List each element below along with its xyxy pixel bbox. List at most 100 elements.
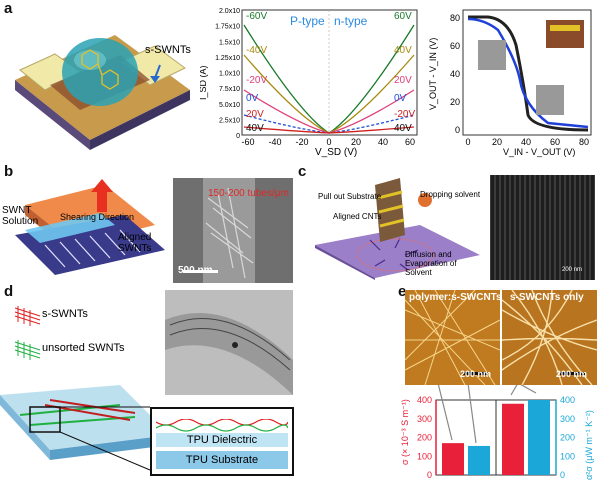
iv-left-curve-label: 0V xyxy=(246,93,259,104)
e-left-tick: 100 xyxy=(417,451,432,461)
inverter-ylabel: V_OUT - V_IN (V) xyxy=(428,38,438,110)
iv-ytick: 7.5x10 xyxy=(219,86,240,93)
iv-chart: -60V -40V -20V 0V 20V 60V 40V 20V 0V -20V 40V 40V 0… xyxy=(200,8,418,158)
swnt-solution-label: SWNT Solution xyxy=(2,205,39,227)
sem-image-b xyxy=(173,178,293,283)
e-right-tick: 0 xyxy=(560,470,565,480)
pull-out-label: Pull out Substrate xyxy=(318,192,382,201)
inverter-xtick: 80 xyxy=(579,137,589,147)
e-left-ylabel: σ (× 10⁻³ S m⁻¹) xyxy=(400,399,410,465)
bar-sigma xyxy=(502,403,524,475)
iv-right-curve-label: 20V xyxy=(394,75,412,86)
afm-scale-only: 200 nm xyxy=(556,369,588,379)
photo-device-d xyxy=(165,290,293,395)
inverter-xtick: 60 xyxy=(550,137,560,147)
e-right-tick: 300 xyxy=(560,414,575,424)
e-left-tick: 200 xyxy=(417,433,432,443)
dropping-solvent-label: Dropping solvent xyxy=(420,190,481,199)
iv-xtick: 40 xyxy=(378,137,388,147)
iv-right-curve-label: -20V xyxy=(394,109,415,120)
iv-ytick: 5.0x10 xyxy=(219,102,240,109)
iv-bottom-label: 40V xyxy=(246,123,264,134)
p-type-label: P-type xyxy=(290,14,325,28)
s-swnts-label: s-SWNTs xyxy=(145,44,191,56)
dip-coating-illustration xyxy=(315,178,480,280)
iv-curve xyxy=(243,126,415,134)
iv-xtick: 20 xyxy=(351,137,361,147)
inverter-ytick: 20 xyxy=(450,97,460,107)
iv-ytick: 0 xyxy=(236,133,240,140)
iv-right-curve-label: 60V xyxy=(394,11,412,22)
sem-image-c xyxy=(490,175,595,280)
tpu-substrate-layer: TPU Substrate xyxy=(156,451,288,469)
bar-power-factor xyxy=(528,400,550,475)
inverter-xtick: 20 xyxy=(492,137,502,147)
afm-title-polymer: polymer:s-SWCNTs xyxy=(409,292,502,303)
e-left-tick: 300 xyxy=(417,414,432,424)
bar-sigma xyxy=(442,443,464,475)
panel-c-label: c xyxy=(298,163,307,180)
iv-ytick: 1.0x10 xyxy=(219,71,240,78)
inverter-ytick: 0 xyxy=(455,125,460,135)
iv-xtick: 60 xyxy=(405,137,415,147)
iv-xlabel: V_SD (V) xyxy=(315,147,357,158)
nanotube-legend-icons xyxy=(14,306,41,360)
iv-left-curve-label: -60V xyxy=(246,11,267,22)
bar-power-factor xyxy=(468,445,490,475)
panel-e-label: e xyxy=(398,283,407,300)
inverter-xtick: 40 xyxy=(521,137,531,147)
panel-a-label: a xyxy=(4,0,13,17)
tpu-device-illustration xyxy=(0,385,170,460)
iv-ylabel: I_SD (A) xyxy=(200,65,208,100)
panel-b-label: b xyxy=(4,163,14,180)
iv-xtick: -40 xyxy=(268,137,281,147)
n-type-label: n-type xyxy=(334,14,368,28)
afm-image-only xyxy=(502,290,597,385)
legend-unsorted-swnts: unsorted SWNTs xyxy=(42,342,125,354)
inverter-ytick: 60 xyxy=(450,41,460,51)
iv-left-curve-label: -20V xyxy=(246,75,267,86)
iv-ytick: 1.75x10 xyxy=(215,24,240,31)
e-right-tick: 200 xyxy=(560,433,575,443)
scale-bar-c: 200 nm xyxy=(562,267,583,273)
iv-right-curve-label: 40V xyxy=(394,45,412,56)
scale-bar-b: 500 nm xyxy=(178,265,213,276)
aligned-cnts-label: Aligned CNTs xyxy=(333,212,382,221)
inverter-ytick: 80 xyxy=(450,13,460,23)
device-illustration xyxy=(15,35,190,150)
inset-nanotubes xyxy=(156,419,288,432)
tpu-inset: TPU Dielectric TPU Substrate xyxy=(150,407,294,476)
density-label: 150-200 tubes/μm xyxy=(208,188,289,199)
iv-bottom-label: 40V xyxy=(394,123,412,134)
iv-left-curve-label: 20V xyxy=(246,109,264,120)
panel-d-label: d xyxy=(4,283,14,300)
iv-chart-frame xyxy=(241,9,418,136)
iv-ytick: 2.5x10 xyxy=(219,117,240,124)
iv-ytick: 1.5x10 xyxy=(219,39,240,46)
iv-left-curve-label: -40V xyxy=(246,45,267,56)
afm-scale-polymer: 200 nm xyxy=(460,369,492,379)
aligned-swnts-label: Aligned SWNTs xyxy=(118,232,152,254)
iv-ytick: 1.25x10 xyxy=(215,55,240,62)
e-left-tick: 0 xyxy=(427,470,432,480)
afm-image-polymer xyxy=(405,290,500,385)
inverter-xlabel: V_IN - V_OUT (V) xyxy=(503,147,575,157)
e-right-tick: 100 xyxy=(560,451,575,461)
shearing-illustration xyxy=(15,179,165,275)
afm-title-only: s-SWCNTs only xyxy=(510,292,584,303)
iv-right-curve-label: 0V xyxy=(394,93,407,104)
iv-ytick: 2.0x10 xyxy=(219,8,240,15)
inverter-ytick: 40 xyxy=(450,69,460,79)
legend-s-swnts: s-SWNTs xyxy=(42,308,88,320)
e-right-ylabel: α²σ (μW m⁻¹ K⁻²) xyxy=(584,410,594,480)
iv-xtick: 0 xyxy=(326,137,331,147)
e-right-tick: 400 xyxy=(560,395,575,405)
shearing-direction-label: Shearing Direction xyxy=(60,212,135,222)
tpu-dielectric-layer: TPU Dielectric xyxy=(156,433,288,447)
iv-xtick: -60 xyxy=(241,137,254,147)
diffusion-label: Diffusion and Evaporation of Solvent xyxy=(405,250,457,277)
inverter-xtick: 0 xyxy=(465,137,470,147)
e-left-tick: 400 xyxy=(417,395,432,405)
inverter-chart: 0 20 40 60 80 0 20 40 60 80 V_IN - V_OUT (V) V_O… xyxy=(428,9,592,157)
